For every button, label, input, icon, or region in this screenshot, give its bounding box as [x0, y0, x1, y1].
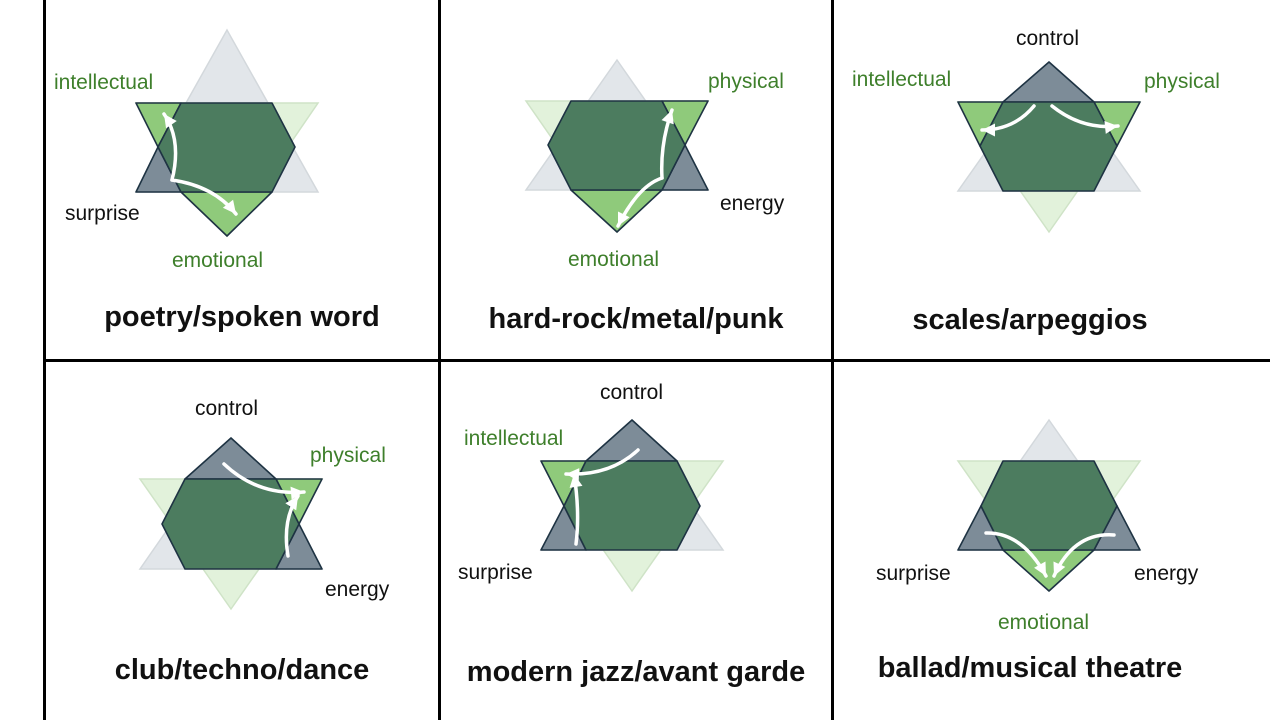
- label-control: control: [195, 397, 259, 420]
- star-diagram: [524, 58, 710, 234]
- label-intellectual: intellectual: [464, 427, 564, 450]
- center-hexagon: [161, 478, 300, 570]
- panel-title: scales/arpeggios: [912, 304, 1148, 336]
- star-diagram: [138, 436, 324, 611]
- grid-line: [44, 359, 1270, 362]
- arrow-head: [1104, 120, 1118, 134]
- arrow-head: [290, 486, 304, 500]
- tip-emotional: [180, 191, 273, 237]
- arrow-head: [569, 474, 583, 488]
- star-diagram: [956, 60, 1142, 234]
- center-hexagon: [547, 100, 686, 191]
- arrow-head: [164, 114, 177, 129]
- panel-title: modern jazz/avant garde: [466, 656, 806, 688]
- panel-ballad-musical-theatre: surprise energy emotional ballad/musical…: [834, 362, 1226, 720]
- center-hexagon: [157, 102, 296, 193]
- center-hexagon: [563, 460, 701, 551]
- tip-control: [184, 437, 277, 480]
- label-intellectual: intellectual: [54, 71, 154, 94]
- label-physical: physical: [1144, 70, 1220, 93]
- label-surprise: surprise: [876, 562, 951, 585]
- arrow-head: [1053, 561, 1066, 576]
- label-emotional: emotional: [172, 249, 264, 272]
- arrow-head: [982, 123, 995, 137]
- panel-title: hard-rock/metal/punk: [488, 303, 784, 335]
- panel-hard-rock-metal-punk: physical energy emotional hard-rock/meta…: [440, 0, 832, 358]
- arrow-head: [661, 110, 674, 125]
- arrow-head: [1034, 561, 1046, 576]
- label-energy: energy: [325, 578, 390, 601]
- panel-poetry-spoken-word: intellectual surprise emotional poetry/s…: [46, 0, 438, 358]
- label-control: control: [1016, 27, 1080, 50]
- tip-control: [1002, 61, 1095, 103]
- panel-title: ballad/musical theatre: [877, 652, 1183, 684]
- panel-club-techno-dance: control physical energy club/techno/danc…: [46, 362, 438, 720]
- label-control: control: [600, 381, 664, 404]
- panel-scales-arpeggios: control intellectual physical scales/arp…: [834, 0, 1226, 358]
- label-surprise: surprise: [65, 202, 140, 225]
- star-diagram: [956, 418, 1142, 593]
- center-hexagon: [980, 460, 1118, 551]
- arrow-head: [222, 199, 236, 214]
- panel-title: poetry/spoken word: [104, 301, 380, 333]
- label-energy: energy: [720, 192, 785, 215]
- label-physical: physical: [310, 444, 386, 467]
- label-emotional: emotional: [998, 611, 1090, 634]
- panel-modern-jazz-avant-garde: control intellectual surprise modern jaz…: [440, 362, 832, 720]
- star-diagram: [539, 418, 725, 593]
- center-hexagon: [979, 101, 1118, 192]
- star-diagram: [134, 28, 320, 238]
- label-physical: physical: [708, 70, 784, 93]
- arrow-head: [618, 211, 630, 226]
- label-surprise: surprise: [458, 561, 533, 584]
- arrow-head: [285, 496, 298, 511]
- panel-title: club/techno/dance: [114, 654, 370, 686]
- label-energy: energy: [1134, 562, 1199, 585]
- tip-emotional: [1002, 549, 1095, 592]
- label-intellectual: intellectual: [852, 68, 952, 91]
- label-emotional: emotional: [568, 248, 660, 271]
